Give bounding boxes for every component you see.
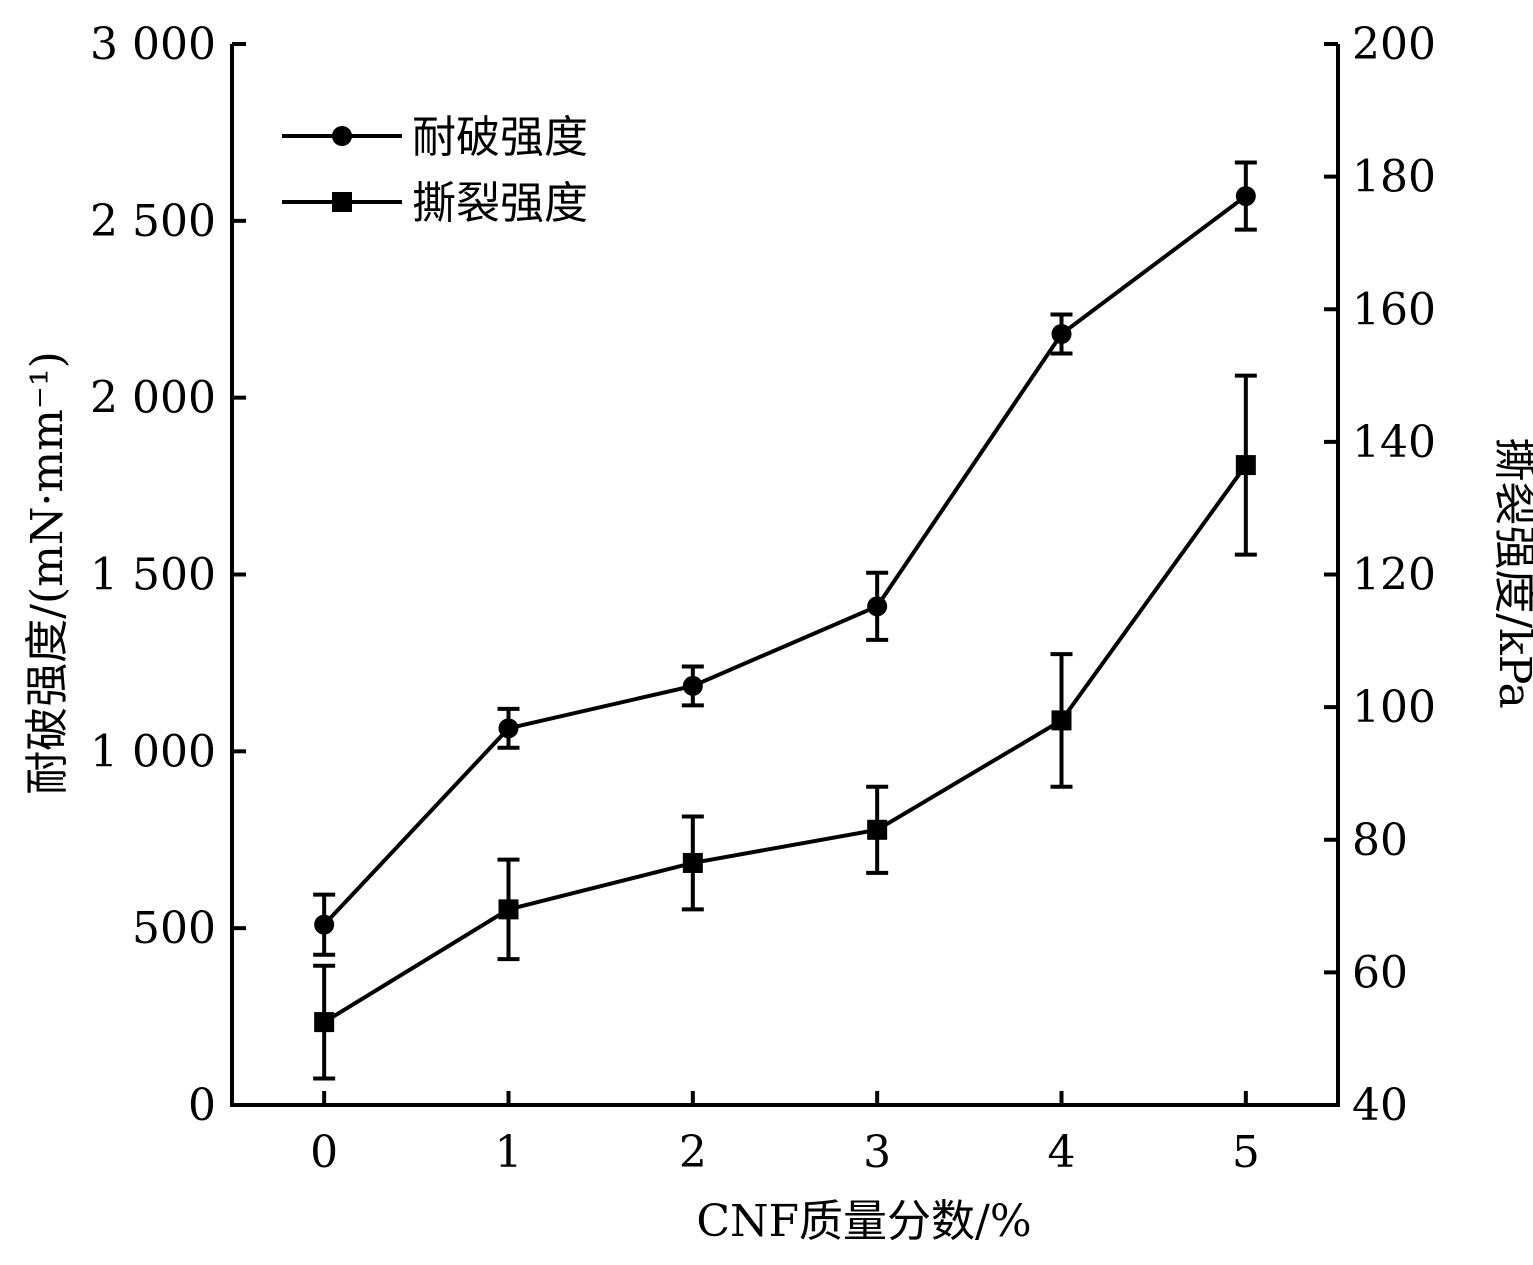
data-point — [314, 914, 335, 935]
y-axis-right-title: 撕裂强度/kPa — [1489, 437, 1533, 708]
data-point — [498, 718, 519, 739]
x-tick-label: 1 — [495, 1127, 523, 1178]
series-1 — [313, 160, 1257, 957]
data-point — [498, 899, 519, 920]
y-left-tick-label: 0 — [188, 1080, 216, 1131]
y-right-tick-label: 100 — [1352, 682, 1436, 733]
y-right-tick-label: 120 — [1352, 550, 1436, 601]
series-line — [323, 463, 1248, 1024]
legend-label: 耐破强度 — [412, 112, 588, 163]
legend-marker — [332, 192, 352, 212]
data-point — [682, 675, 703, 696]
y-right-tick-label: 60 — [1352, 947, 1408, 998]
y-left-tick-label: 500 — [132, 903, 216, 954]
y-right-tick-label: 200 — [1352, 19, 1436, 70]
x-tick-label: 3 — [863, 1127, 891, 1178]
y-left-tick-label: 1 000 — [90, 726, 216, 777]
y-left-tick-label: 3 000 — [90, 19, 216, 70]
series-layer — [313, 160, 1257, 1081]
x-axis-title: CNF质量分数/% — [696, 1196, 1031, 1247]
data-point — [867, 596, 888, 617]
legend-item: 撕裂强度 — [282, 178, 588, 229]
y-right-tick-label: 40 — [1352, 1080, 1408, 1131]
data-point — [1235, 186, 1256, 207]
x-tick-label: 5 — [1232, 1127, 1260, 1178]
data-point — [314, 1012, 335, 1033]
data-point — [867, 819, 888, 840]
y-right-tick-label: 140 — [1352, 417, 1436, 468]
series-2 — [313, 373, 1257, 1081]
y-right-tick-label: 160 — [1352, 284, 1436, 335]
y-right-tick-label: 80 — [1352, 815, 1408, 866]
legend-item: 耐破强度 — [282, 112, 588, 163]
legend-label: 撕裂强度 — [412, 178, 588, 229]
y-left-tick-label: 1 500 — [90, 550, 216, 601]
series-line — [322, 194, 1248, 926]
data-point — [1051, 710, 1072, 731]
data-point — [682, 852, 703, 873]
y-axis-left-title: 耐破强度/(mN·mm⁻¹) — [22, 351, 73, 795]
data-point — [1235, 455, 1256, 476]
y-left-tick-label: 2 500 — [90, 196, 216, 247]
y-right-tick-label: 180 — [1352, 152, 1436, 203]
legend-marker — [332, 126, 352, 146]
y-left-tick-label: 2 000 — [90, 373, 216, 424]
x-tick-label: 0 — [310, 1127, 338, 1178]
x-tick-label: 4 — [1048, 1127, 1076, 1178]
x-tick-label: 2 — [679, 1127, 707, 1178]
data-point — [1051, 324, 1072, 345]
